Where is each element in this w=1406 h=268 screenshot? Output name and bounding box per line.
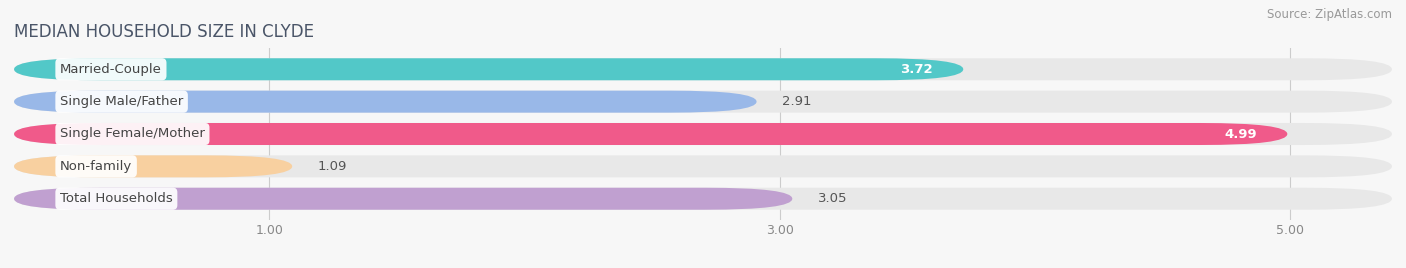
Text: Total Households: Total Households xyxy=(60,192,173,205)
FancyBboxPatch shape xyxy=(14,155,1392,177)
FancyBboxPatch shape xyxy=(14,91,1392,113)
FancyBboxPatch shape xyxy=(14,58,963,80)
Text: Single Female/Mother: Single Female/Mother xyxy=(60,128,205,140)
Text: 4.99: 4.99 xyxy=(1225,128,1257,140)
FancyBboxPatch shape xyxy=(14,188,1392,210)
Text: 3.05: 3.05 xyxy=(818,192,848,205)
FancyBboxPatch shape xyxy=(14,123,1392,145)
FancyBboxPatch shape xyxy=(14,155,292,177)
Text: Non-family: Non-family xyxy=(60,160,132,173)
FancyBboxPatch shape xyxy=(14,91,756,113)
Text: 2.91: 2.91 xyxy=(782,95,811,108)
FancyBboxPatch shape xyxy=(14,123,1288,145)
Text: Source: ZipAtlas.com: Source: ZipAtlas.com xyxy=(1267,8,1392,21)
FancyBboxPatch shape xyxy=(14,188,793,210)
Text: 1.09: 1.09 xyxy=(318,160,347,173)
Text: 3.72: 3.72 xyxy=(900,63,932,76)
FancyBboxPatch shape xyxy=(14,58,1392,80)
Text: MEDIAN HOUSEHOLD SIZE IN CLYDE: MEDIAN HOUSEHOLD SIZE IN CLYDE xyxy=(14,23,314,41)
Text: Married-Couple: Married-Couple xyxy=(60,63,162,76)
Text: Single Male/Father: Single Male/Father xyxy=(60,95,183,108)
